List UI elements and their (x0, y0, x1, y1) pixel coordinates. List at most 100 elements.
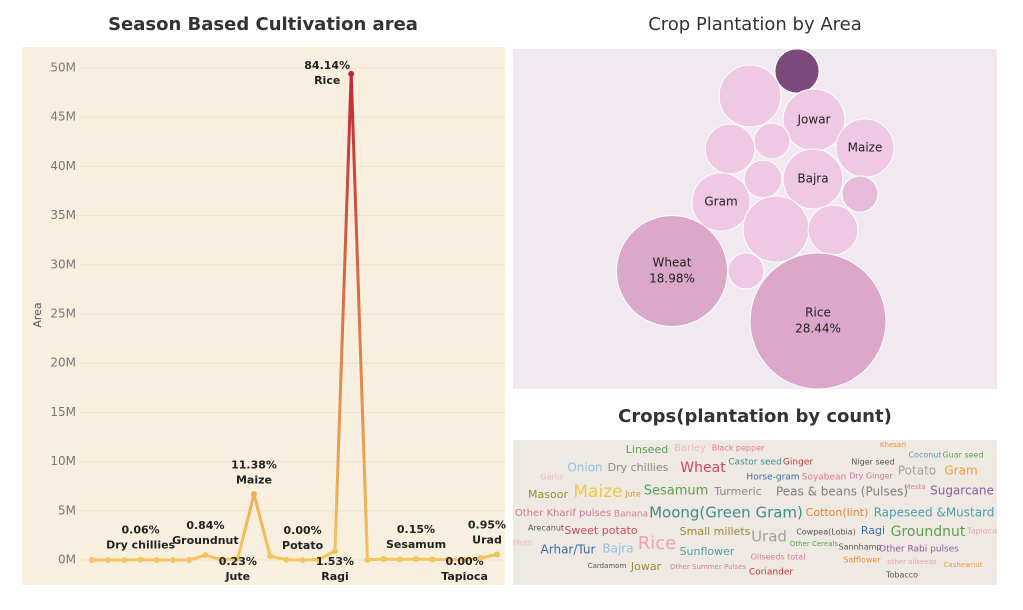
bubble-label: Gram (704, 195, 737, 209)
point (299, 557, 306, 563)
word: Sesamum (644, 484, 709, 499)
bubble (615, 214, 729, 328)
word: Other Cereals (790, 540, 839, 548)
bubble-label: Wheat (653, 256, 692, 270)
word: Masoor (528, 488, 568, 501)
point (348, 70, 355, 77)
point (364, 556, 371, 563)
category-label: Groundnut (172, 534, 238, 547)
point (251, 491, 257, 498)
point (218, 556, 225, 563)
word: Coriander (749, 568, 793, 578)
category-label: Ragi (321, 570, 349, 583)
bubble (727, 252, 765, 290)
y-tick-label: 10M (50, 454, 76, 468)
y-tick-label: 30M (50, 257, 76, 271)
point (170, 557, 176, 563)
word: Linseed (626, 443, 668, 456)
bubble-label: Jowar (797, 113, 831, 127)
word: Moth (513, 539, 533, 548)
point (477, 555, 484, 562)
point (137, 556, 144, 563)
word: Soyabean (802, 473, 847, 483)
word: Banana (614, 510, 648, 520)
point (413, 556, 419, 563)
bubble (749, 252, 887, 390)
point (461, 557, 468, 563)
word: Peas & beans (Pulses) (776, 485, 908, 499)
word: Sunflower (680, 545, 735, 558)
bubble-label: Bajra (797, 172, 828, 186)
category-label: Jute (224, 570, 250, 583)
point (234, 555, 241, 562)
point (121, 557, 128, 563)
category-label: Sesamum (386, 538, 446, 551)
chart-title: Season Based Cultivation area (108, 14, 418, 35)
point (445, 556, 452, 563)
word: Cashewnut (944, 561, 983, 569)
bubble-label: Rice (805, 306, 831, 320)
share-label: 84.14% (304, 59, 350, 72)
word: Wheat (680, 460, 726, 476)
word: Maize (573, 482, 622, 502)
share-label: 0.84% (186, 519, 224, 532)
word: Barley (674, 443, 706, 454)
word: Cardamom (588, 562, 627, 570)
word: Turmeric (713, 485, 761, 498)
bubble (743, 159, 783, 199)
word: Dry Ginger (849, 472, 893, 481)
point (89, 557, 95, 563)
word: other oilseeds (887, 558, 937, 566)
word: Cowpea(Lobia) (796, 528, 856, 537)
point (494, 551, 500, 558)
word: Safflower (843, 556, 881, 565)
share-label: 1.53% (316, 555, 354, 568)
word: Ginger (783, 458, 813, 468)
y-tick-label: 50M (50, 61, 76, 75)
word: Coconut (908, 451, 941, 460)
word: Onion (567, 461, 602, 475)
word: Sannhamp (839, 543, 882, 552)
share-label: 0.23% (219, 555, 257, 568)
word: Small millets (680, 525, 751, 538)
point (396, 556, 403, 563)
line-panel (22, 47, 505, 585)
word: Tapioca (966, 527, 997, 536)
word: Other Rabi pulses (879, 545, 959, 555)
point (186, 557, 193, 563)
y-tick-label: 35M (50, 208, 76, 222)
word: Ragi (861, 524, 885, 537)
word: Urad (751, 528, 787, 546)
y-tick-label: 15M (50, 405, 76, 419)
y-tick-label: 40M (50, 159, 76, 173)
word: Jowar (630, 560, 662, 573)
y-tick-label: 5M (58, 503, 76, 517)
category-label: Tapioca (441, 570, 488, 583)
word: Arhar/Tur (541, 543, 596, 557)
word: Moong(Green Gram) (649, 504, 803, 522)
chart-title: Crop Plantation by Area (648, 14, 862, 35)
word: Mesta (904, 483, 925, 491)
bubble (691, 172, 751, 232)
bubble (753, 122, 791, 160)
bubble (704, 123, 756, 175)
category-label: Urad (472, 533, 502, 546)
chart-title: Crops(plantation by count) (618, 406, 892, 427)
bubble-value: 28.44% (795, 322, 841, 336)
point (153, 557, 160, 563)
category-label: Dry chillies (106, 539, 175, 552)
bubble (774, 48, 820, 94)
word: Rice (638, 533, 676, 554)
word: Arecanut (528, 524, 564, 533)
word: Castor seed (728, 458, 782, 468)
category-label: Potato (282, 539, 324, 552)
cloud-panel (513, 440, 997, 585)
y-tick-label: 0M (58, 553, 76, 567)
share-label: 0.00% (284, 524, 322, 537)
point (429, 556, 436, 563)
word: Khesari (880, 441, 906, 449)
word: Dry chillies (608, 461, 669, 474)
word: Potato (898, 464, 936, 478)
y-tick-label: 20M (50, 356, 76, 370)
